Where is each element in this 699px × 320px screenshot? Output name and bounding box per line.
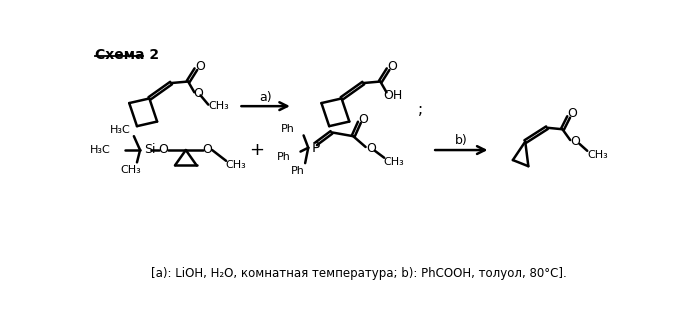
Text: O: O (159, 143, 168, 156)
Text: ;: ; (418, 102, 423, 117)
Text: Ph: Ph (280, 124, 294, 134)
Text: Ph: Ph (291, 166, 305, 176)
Text: Ph: Ph (278, 152, 291, 162)
Text: CH₃: CH₃ (120, 165, 141, 175)
Text: a): a) (259, 91, 272, 104)
Text: O: O (568, 107, 577, 120)
Text: Схема 2: Схема 2 (95, 48, 159, 62)
Text: O: O (203, 143, 212, 156)
Text: P: P (311, 141, 319, 155)
Text: O: O (195, 60, 205, 73)
Text: H₃C: H₃C (110, 125, 131, 135)
Text: O: O (193, 87, 203, 100)
Text: CH₃: CH₃ (208, 101, 229, 111)
Text: O: O (570, 135, 581, 148)
Text: CH₃: CH₃ (383, 157, 404, 167)
Text: b): b) (454, 133, 468, 147)
Text: OH: OH (383, 89, 403, 102)
Text: O: O (359, 113, 368, 126)
Text: [a): LiOH, H₂O, комнатная температура; b): PhCOOH, толуол, 80°C].: [a): LiOH, H₂O, комнатная температура; b… (151, 267, 566, 280)
Text: CH₃: CH₃ (226, 160, 247, 171)
Text: CH₃: CH₃ (587, 150, 607, 160)
Text: O: O (366, 142, 376, 155)
Text: +: + (249, 141, 264, 159)
Text: Si: Si (144, 143, 155, 156)
Text: H₃C: H₃C (90, 145, 110, 155)
Text: O: O (387, 60, 397, 73)
